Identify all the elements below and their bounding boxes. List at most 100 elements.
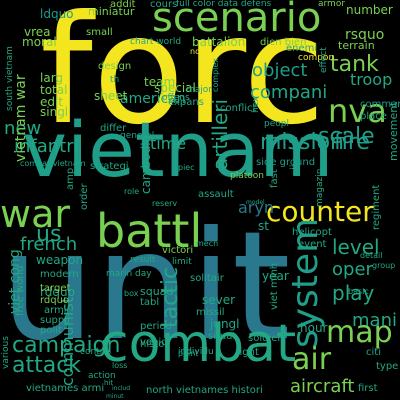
word-singl: singl xyxy=(40,105,69,119)
word-squad: squad xyxy=(140,285,174,298)
word-armor: armor xyxy=(318,0,346,9)
word-rdquo: rdquo xyxy=(40,285,75,299)
word-individu: individu xyxy=(178,347,214,357)
word-period: period xyxy=(140,321,172,332)
word-sever: sever xyxy=(202,293,236,307)
word-magazin: magazin xyxy=(315,168,325,207)
word-total: total xyxy=(40,83,68,97)
word-viet-minh: viet minh xyxy=(269,262,280,310)
word-fire: fire xyxy=(334,130,370,155)
word-role: role xyxy=(124,187,140,196)
word-platoon: platoon xyxy=(230,171,264,181)
word-control: control xyxy=(80,347,112,357)
word-general: general xyxy=(120,131,155,141)
word-place: place xyxy=(360,111,387,122)
word-moral: moral xyxy=(22,35,57,49)
word-nva: nva xyxy=(328,92,387,130)
word-soldier: soldier xyxy=(248,333,282,344)
word-regiment: regiment xyxy=(371,184,382,230)
word-ii: ii xyxy=(289,164,300,170)
word-type: type xyxy=(376,361,399,372)
word-cours: cours xyxy=(150,0,178,10)
word-first: first xyxy=(358,383,378,394)
word-result: result xyxy=(130,255,156,265)
word-terrain: terrain xyxy=(338,39,375,52)
word-south-vietnam: south vietnam xyxy=(5,46,15,111)
word-includ: includ xyxy=(112,385,131,392)
word-rsquo: rsquo xyxy=(345,27,385,43)
word-group: group xyxy=(372,261,396,270)
word-limit: limit xyxy=(172,257,192,267)
word-vietnam: vietnam xyxy=(22,105,334,194)
word-sheet: sheet xyxy=(94,89,128,103)
word-compani: compani xyxy=(250,82,328,103)
word-tank: tank xyxy=(330,52,379,77)
word-situat: situat xyxy=(208,331,237,342)
word-citi: citi xyxy=(366,347,381,358)
word-scale: scale xyxy=(318,124,375,149)
word-full-color-data-defens: full color data defens xyxy=(176,0,272,9)
word-expans: expans xyxy=(168,97,204,108)
word-effect: effect xyxy=(319,47,329,73)
word-air: air xyxy=(292,342,332,377)
word-dien-bien: dien bien xyxy=(260,37,307,48)
word-victori: victori xyxy=(162,245,194,256)
word-assault: assault xyxy=(198,189,234,200)
word-attack: attack xyxy=(12,353,82,378)
word-loss: loss xyxy=(112,361,128,370)
word-special: special xyxy=(154,81,196,95)
word-st: st xyxy=(258,219,269,233)
word-mech: mech xyxy=(196,239,219,248)
word-rdquo: rdquo xyxy=(40,295,70,306)
word-hit: hit xyxy=(104,379,114,387)
word-complex: complex xyxy=(211,58,220,92)
word-fast: fast xyxy=(269,169,280,188)
word-minut: minut xyxy=(106,393,124,400)
word-forc: forc xyxy=(40,0,326,158)
word-play: play xyxy=(332,281,375,305)
word-larg: larg xyxy=(40,71,64,85)
word-campaign: campaign xyxy=(12,333,121,358)
word-year: year xyxy=(262,269,289,283)
word-weapon: weapon xyxy=(36,253,84,267)
word-marin-day: marin day xyxy=(106,269,152,279)
word-number: number xyxy=(346,3,393,17)
word-amp: amp xyxy=(65,167,76,190)
word-combat-vietnam: combat vietnam xyxy=(20,159,86,168)
word-suppli: suppli xyxy=(40,315,70,326)
word-aryn: aryn xyxy=(238,198,274,217)
word-vehicl: vehicl xyxy=(140,337,170,348)
word-infantri: infantri xyxy=(14,136,79,157)
word-new: new xyxy=(4,118,42,139)
word-missil: missil xyxy=(196,307,225,318)
word-fight: fight xyxy=(236,347,259,358)
word-north: north xyxy=(190,47,212,56)
word-event: event xyxy=(298,239,327,250)
word-miniatur: miniatur xyxy=(88,5,135,18)
word-troop: troop xyxy=(350,70,393,89)
word-point: point xyxy=(178,349,199,358)
word-offens: offens xyxy=(162,93,190,103)
word-peopl: peopl xyxy=(264,119,289,129)
word-compon: compon xyxy=(298,53,335,63)
word-american: american xyxy=(120,91,186,107)
word-object: object xyxy=(252,60,308,81)
word-strategi: strategi xyxy=(90,161,129,172)
word-side-ground: side ground xyxy=(256,157,316,168)
word-french: french xyxy=(20,234,78,255)
word-team: team xyxy=(144,75,176,89)
word-box: box xyxy=(124,289,139,298)
word-unit: unit xyxy=(0,200,291,374)
word-jungl: jungl xyxy=(210,317,240,331)
word-vietnames-armi: vietnames armi xyxy=(26,383,105,394)
word-tabl: tabl xyxy=(140,297,160,308)
word-chart-world: chart world xyxy=(130,37,182,47)
word-basic: basic xyxy=(348,287,369,296)
word-differ: differ xyxy=(100,123,127,134)
word-oper: oper xyxy=(332,259,373,280)
word-conflict: conflict xyxy=(220,103,257,114)
word-vietnam-war: vietnam war xyxy=(13,74,29,162)
word-battl: battl xyxy=(96,204,203,258)
word-addit: addit xyxy=(110,0,136,10)
